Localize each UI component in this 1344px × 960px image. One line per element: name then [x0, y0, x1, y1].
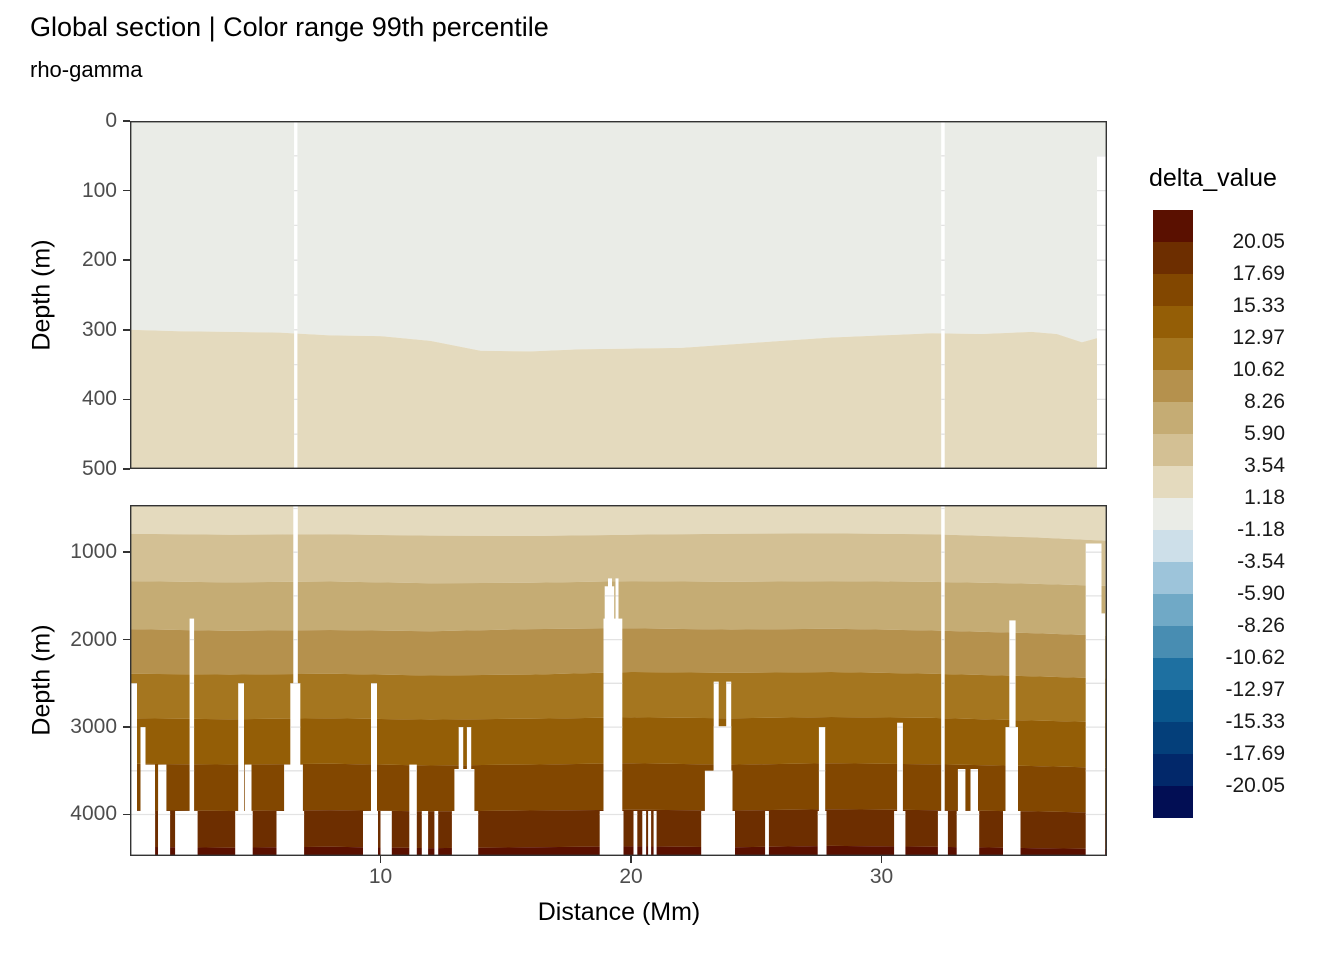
y-tick-label: 4000: [70, 802, 117, 826]
legend-value-label: 3.54: [1244, 454, 1285, 477]
y-tick-mark: [123, 329, 130, 331]
legend-value-label: 1.18: [1244, 486, 1285, 509]
legend-value-label: -5.90: [1237, 582, 1285, 605]
upper-section-panel: [130, 121, 1107, 469]
panel-border: [130, 121, 1107, 469]
legend-value-label: 20.05: [1232, 230, 1285, 253]
y-tick-mark: [123, 726, 130, 728]
x-tick-mark: [880, 856, 883, 863]
y-axis-title-lower: Depth (m): [27, 624, 56, 736]
legend-value-label: 12.97: [1232, 326, 1285, 349]
legend-value-label: -1.18: [1237, 518, 1285, 541]
y-tick-label: 0: [105, 109, 117, 132]
legend-color-band: [1153, 626, 1193, 658]
y-tick-mark: [123, 259, 130, 261]
legend-color-band: [1153, 498, 1193, 530]
y-tick-mark: [123, 120, 130, 122]
y-tick-label: 300: [81, 317, 117, 341]
y-tick-label: 2000: [70, 627, 117, 651]
data-gaps: [130, 505, 1107, 856]
x-tick-mark: [379, 856, 382, 863]
legend-value-label: 8.26: [1244, 390, 1285, 413]
legend-color-band: [1153, 338, 1193, 370]
y-tick-label: 200: [81, 248, 117, 272]
legend-color-band: [1153, 562, 1193, 594]
contour-bands: [130, 121, 1107, 469]
y-tick-label: 3000: [70, 715, 117, 739]
legend-color-band: [1153, 690, 1193, 722]
y-tick-mark: [123, 189, 130, 192]
legend-color-band: [1153, 786, 1193, 818]
x-tick-label: 10: [368, 865, 393, 888]
legend-color-band: [1153, 466, 1193, 498]
legend-value-label: -10.62: [1225, 646, 1285, 669]
legend-color-band: [1153, 722, 1193, 754]
legend-value-label: -20.05: [1225, 774, 1285, 797]
legend-value-label: 17.69: [1232, 262, 1285, 285]
legend-value-label: 5.90: [1244, 422, 1285, 445]
x-tick-label: 30: [869, 865, 894, 888]
y-axis-title-upper: Depth (m): [27, 239, 56, 351]
y-tick-mark: [123, 468, 130, 470]
legend-color-band: [1153, 658, 1193, 690]
y-tick-mark: [123, 551, 130, 553]
legend-color-band: [1153, 370, 1193, 402]
y-tick-mark: [123, 398, 130, 401]
y-tick-label: 1000: [70, 540, 117, 564]
legend-color-band: [1153, 402, 1193, 434]
lower-section-panel: [130, 505, 1107, 856]
legend-color-band: [1153, 210, 1193, 242]
legend-color-band: [1153, 242, 1193, 274]
x-tick-label: 20: [619, 865, 643, 888]
y-tick-mark: [123, 813, 130, 816]
panel-border: [130, 505, 1107, 856]
legend-color-band: [1153, 530, 1193, 562]
legend-color-band: [1153, 274, 1193, 306]
x-axis-title: Distance (Mm): [537, 898, 701, 926]
x-tick-mark: [630, 856, 632, 863]
legend-title: delta_value: [1149, 164, 1277, 192]
plot-subtitle: rho-gamma: [30, 57, 143, 82]
y-tick-label: 100: [81, 178, 117, 202]
legend-value-label: -12.97: [1225, 678, 1285, 701]
legend-value-label: -3.54: [1237, 550, 1285, 573]
y-tick-label: 500: [81, 457, 117, 480]
legend-color-band: [1153, 434, 1193, 466]
legend-value-label: -15.33: [1225, 710, 1285, 733]
legend-color-band: [1153, 754, 1193, 786]
legend-value-label: 10.62: [1232, 358, 1285, 381]
y-tick-mark: [123, 638, 130, 641]
legend-value-label: -17.69: [1225, 742, 1285, 765]
legend-value-label: 15.33: [1232, 294, 1285, 317]
legend-value-label: -8.26: [1237, 614, 1285, 637]
y-tick-label: 400: [81, 387, 117, 411]
legend-color-band: [1153, 306, 1193, 338]
plot-title: Global section | Color range 99th percen…: [30, 12, 549, 42]
legend-color-band: [1153, 594, 1193, 626]
